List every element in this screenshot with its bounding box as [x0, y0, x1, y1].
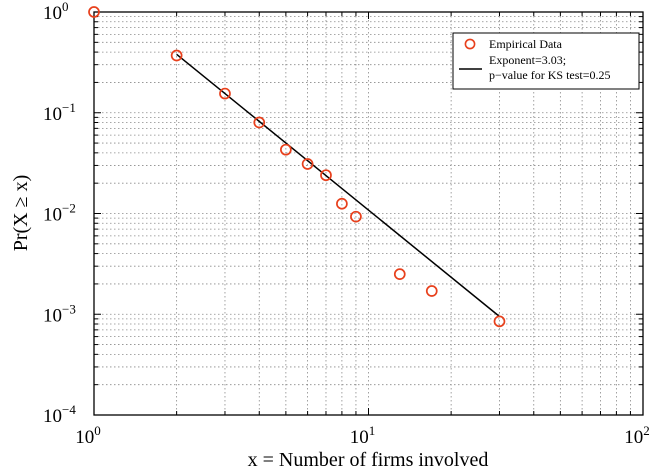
- y-tick-label: 10−2: [43, 201, 76, 226]
- data-point: [320, 169, 332, 182]
- x-tick-label: 100: [75, 423, 101, 448]
- legend-box: [452, 32, 640, 90]
- y-tick-label: 10−1: [43, 100, 76, 125]
- legend-label-fit-line2: p−value for KS test=0.25: [489, 68, 611, 82]
- axis-ticks: 100 101 102 100 10−1 10−2 10−3 10−4: [43, 0, 650, 448]
- y-tick-label: 10−3: [43, 301, 76, 326]
- data-point: [301, 158, 314, 170]
- grid: [94, 12, 643, 415]
- data-point: [219, 87, 231, 100]
- data-point: [88, 6, 100, 18]
- x-axis-label: x = Number of firms involved: [248, 449, 489, 471]
- data-point: [493, 315, 506, 328]
- data-point: [280, 143, 292, 156]
- data-point: [336, 197, 348, 210]
- data-point: [350, 210, 362, 223]
- data-point: [425, 285, 438, 297]
- fit-line: [176, 53, 500, 318]
- data-point: [170, 49, 183, 62]
- data-point: [253, 116, 266, 129]
- y-axis-label: Pr(X ≥ x): [10, 175, 32, 252]
- data-series: [88, 6, 506, 328]
- legend-label-fit: Exponent=3.03;: [489, 53, 566, 67]
- y-tick-label: 100: [43, 0, 69, 24]
- legend-label-empirical: Empirical Data: [489, 37, 563, 51]
- x-tick-label: 102: [624, 423, 650, 448]
- y-tick-label: 10−4: [43, 402, 76, 427]
- legend: Empirical Data Exponent=3.03; p−value fo…: [452, 32, 640, 90]
- data-point: [393, 268, 406, 281]
- x-tick-label: 101: [350, 423, 376, 448]
- legend-marker-icon: [464, 38, 476, 50]
